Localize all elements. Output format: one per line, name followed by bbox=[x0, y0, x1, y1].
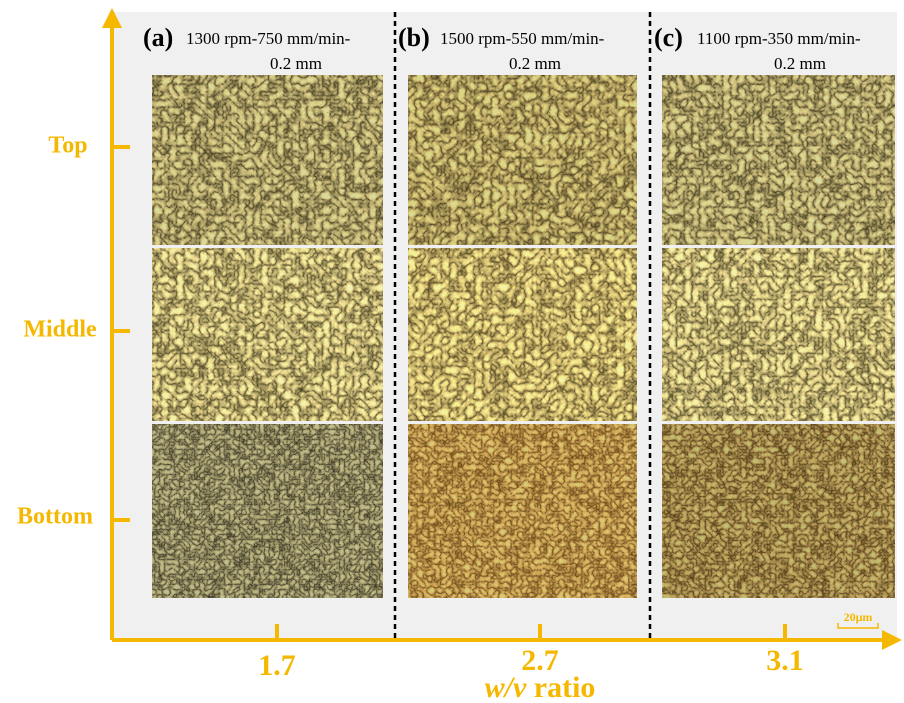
panel-desc: 0.2 mm bbox=[774, 54, 826, 73]
panel-desc: 1500 rpm-550 mm/min- bbox=[440, 29, 605, 48]
row-label: Top bbox=[48, 133, 87, 159]
panel-desc: 0.2 mm bbox=[270, 54, 322, 73]
figure: (a) 1300 rpm-750 mm/min- 0.2 mm (b) 1500… bbox=[0, 0, 904, 703]
micrograph-shade bbox=[152, 248, 383, 421]
micrograph-shade bbox=[152, 424, 383, 598]
micrograph-shade bbox=[662, 248, 895, 421]
panel-label: (c) bbox=[654, 23, 683, 52]
panel-label: (a) bbox=[143, 23, 173, 52]
micrograph-shade bbox=[408, 424, 637, 598]
x-axis-title-text: ratio bbox=[534, 671, 596, 703]
scale-bar-label: 20μm bbox=[844, 610, 873, 624]
panel-desc: 1300 rpm-750 mm/min- bbox=[186, 29, 351, 48]
micrograph-shade bbox=[662, 424, 895, 598]
micrograph-shade bbox=[662, 75, 895, 245]
panel-desc: 0.2 mm bbox=[509, 54, 561, 73]
micrograph-shade bbox=[152, 75, 383, 245]
micrograph-shade bbox=[408, 75, 637, 245]
page: {"panels": [ {"label": "(a)", "line1": "… bbox=[0, 0, 904, 703]
panel-desc: 1100 rpm-350 mm/min- bbox=[697, 29, 861, 48]
row-label: Middle bbox=[23, 317, 97, 343]
micrograph-shade bbox=[408, 248, 637, 421]
x-tick-label: 1.7 bbox=[258, 649, 296, 682]
micrographs bbox=[152, 75, 895, 598]
row-label: Bottom bbox=[17, 504, 93, 530]
x-tick-label: 3.1 bbox=[766, 644, 804, 677]
panel-label: (b) bbox=[398, 23, 430, 52]
x-axis-title: w/v ratio bbox=[485, 671, 596, 703]
x-axis-title-italic: w/v bbox=[485, 671, 527, 703]
